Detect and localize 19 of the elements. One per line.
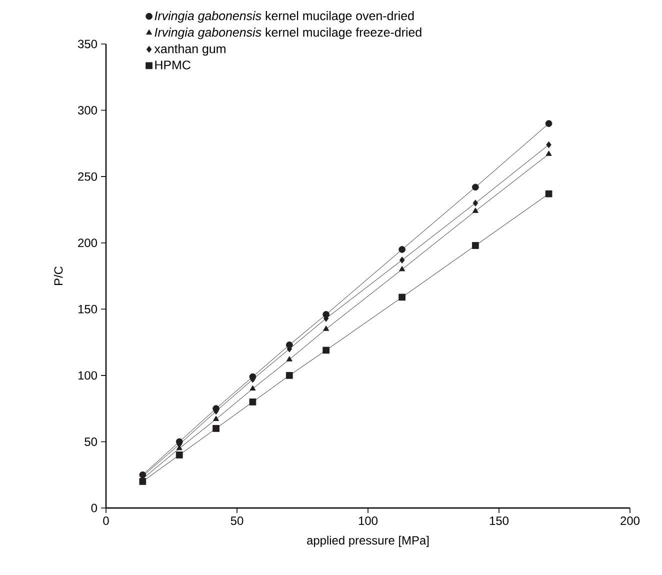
x-tick-label: 100 bbox=[358, 516, 378, 525]
x-tick-label: 0 bbox=[103, 516, 109, 525]
y-tick-label: 300 bbox=[78, 106, 98, 115]
y-tick-label: 50 bbox=[84, 437, 98, 446]
y-tick-label: 200 bbox=[78, 238, 98, 248]
legend-label: HPMC bbox=[155, 60, 190, 70]
y-tick-label: 0 bbox=[91, 504, 98, 512]
legend-label: Irvingia gabonensis kernel mucilage freeze-dried bbox=[154, 28, 422, 40]
x-tick-label: 200 bbox=[620, 516, 640, 525]
legend-label: Irvingia gabonensis kernel mucilage oven-dried bbox=[154, 11, 414, 23]
y-tick-label: 250 bbox=[78, 172, 98, 181]
y-axis-title: P/C bbox=[54, 266, 63, 285]
x-tick-label: 150 bbox=[490, 516, 509, 525]
y-tick-label: 150 bbox=[78, 304, 98, 314]
x-axis-title: applied pressure [MPa] bbox=[307, 536, 429, 547]
legend-label: xanthan gum bbox=[154, 44, 226, 56]
x-tick-label: 50 bbox=[230, 516, 244, 525]
y-tick-label: 350 bbox=[78, 40, 98, 48]
y-tick-label: 100 bbox=[78, 371, 98, 380]
